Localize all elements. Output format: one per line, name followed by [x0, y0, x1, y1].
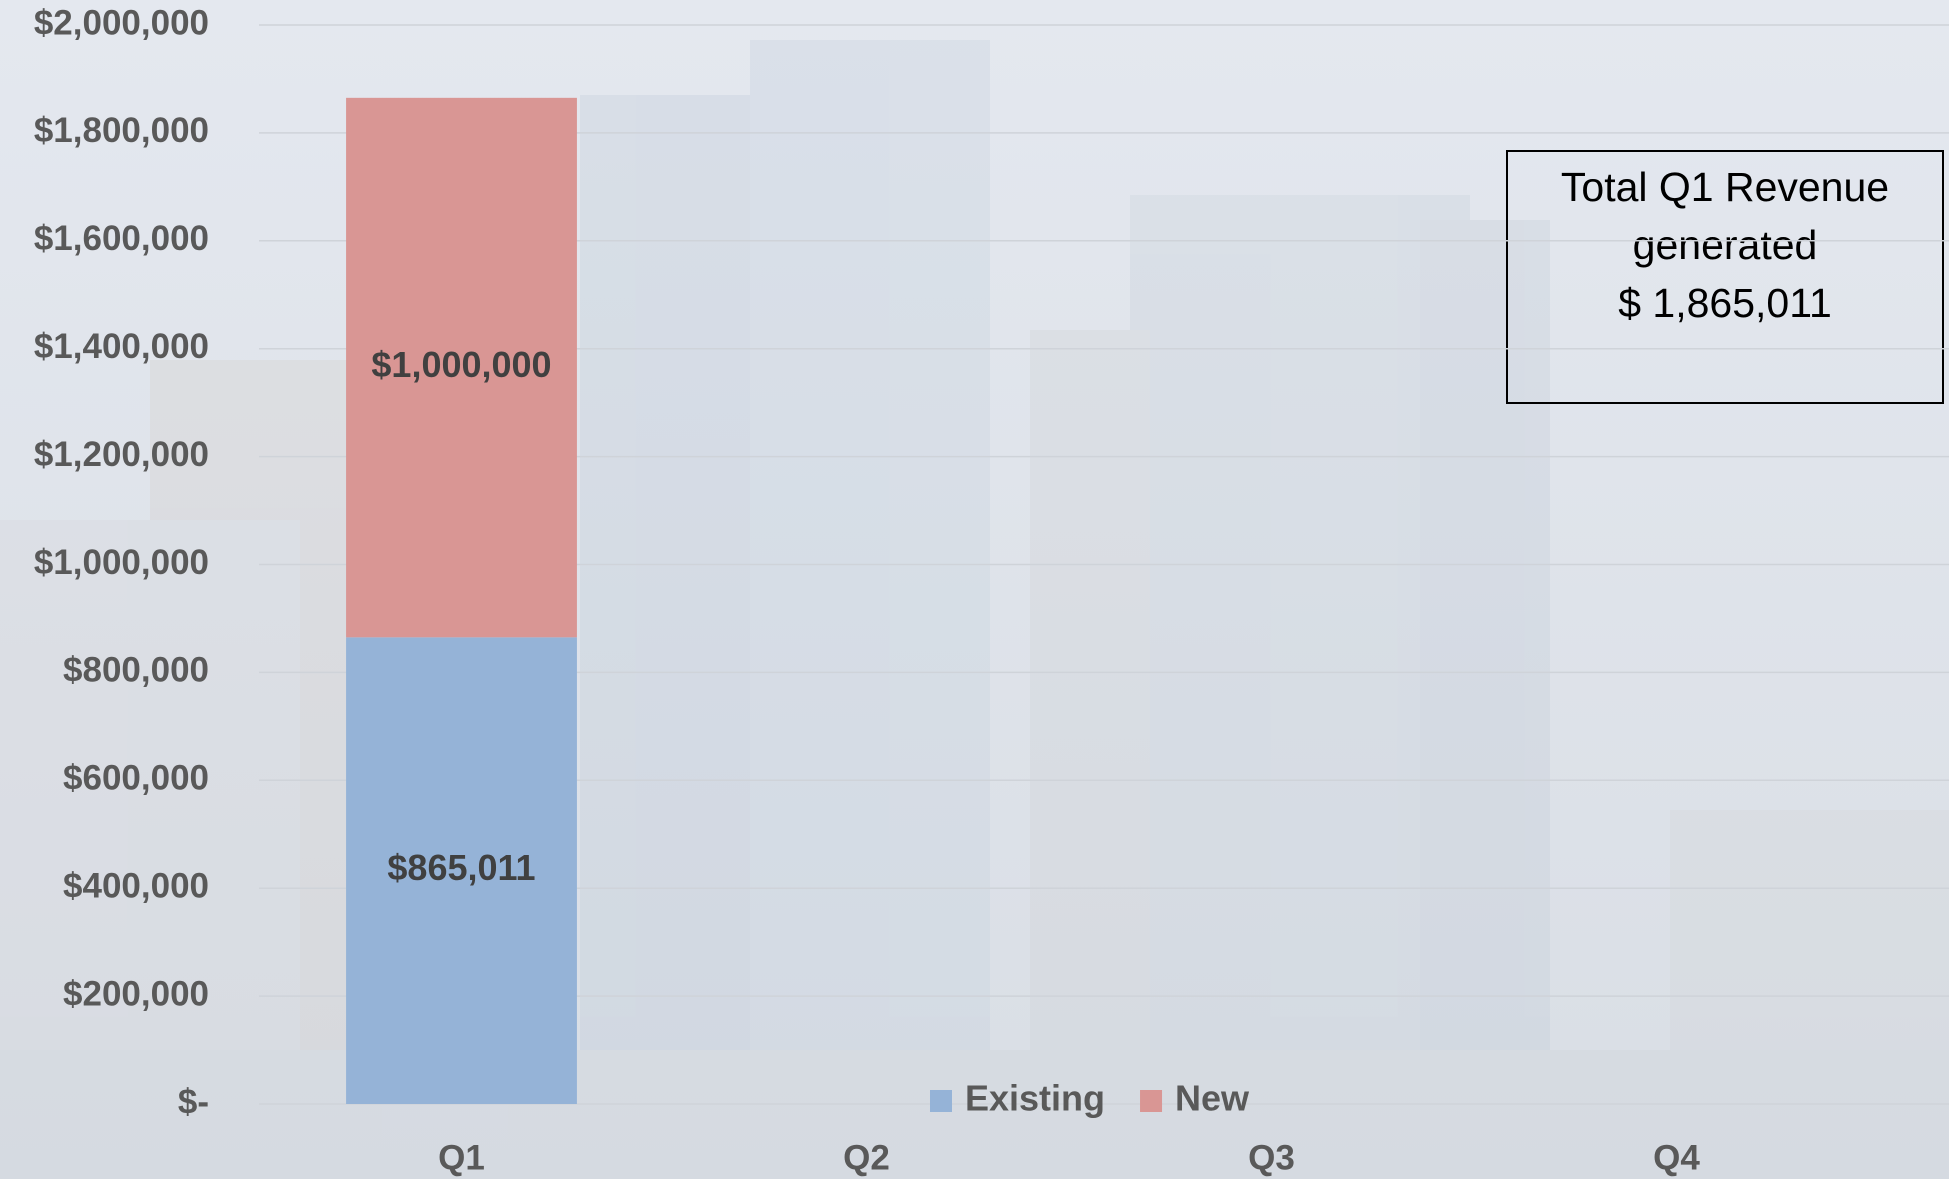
bar-segment — [346, 637, 577, 1104]
y-tick-label: $2,000,000 — [34, 3, 209, 42]
y-tick-label: $400,000 — [63, 866, 209, 905]
background-buildings — [0, 40, 1949, 1179]
x-tick-label: Q3 — [1248, 1138, 1295, 1177]
annotation-line: Total Q1 Revenue — [1561, 164, 1889, 210]
y-tick-label: $1,000,000 — [34, 543, 209, 582]
annotation-line: $ 1,865,011 — [1618, 280, 1832, 326]
y-tick-label: $1,400,000 — [34, 327, 209, 366]
y-tick-label: $1,200,000 — [34, 435, 209, 474]
data-label: $865,011 — [387, 847, 535, 888]
y-tick-label: $- — [178, 1082, 209, 1121]
bar-segment — [346, 97, 577, 638]
x-tick-label: Q1 — [438, 1138, 485, 1177]
y-tick-label: $800,000 — [63, 651, 209, 690]
legend-swatch — [1140, 1090, 1163, 1112]
annotation-line: generated — [1633, 222, 1818, 268]
legend-label: Existing — [965, 1078, 1105, 1119]
y-tick-label: $1,800,000 — [34, 111, 209, 150]
data-label: $1,000,000 — [371, 344, 551, 385]
y-tick-label: $200,000 — [63, 974, 209, 1013]
y-tick-label: $1,600,000 — [34, 219, 209, 258]
legend-swatch — [930, 1090, 952, 1112]
legend-label: New — [1175, 1078, 1250, 1119]
x-tick-label: Q2 — [843, 1138, 890, 1177]
x-tick-label: Q4 — [1653, 1138, 1700, 1177]
y-tick-label: $600,000 — [63, 759, 209, 798]
annotation-box — [1506, 150, 1944, 404]
